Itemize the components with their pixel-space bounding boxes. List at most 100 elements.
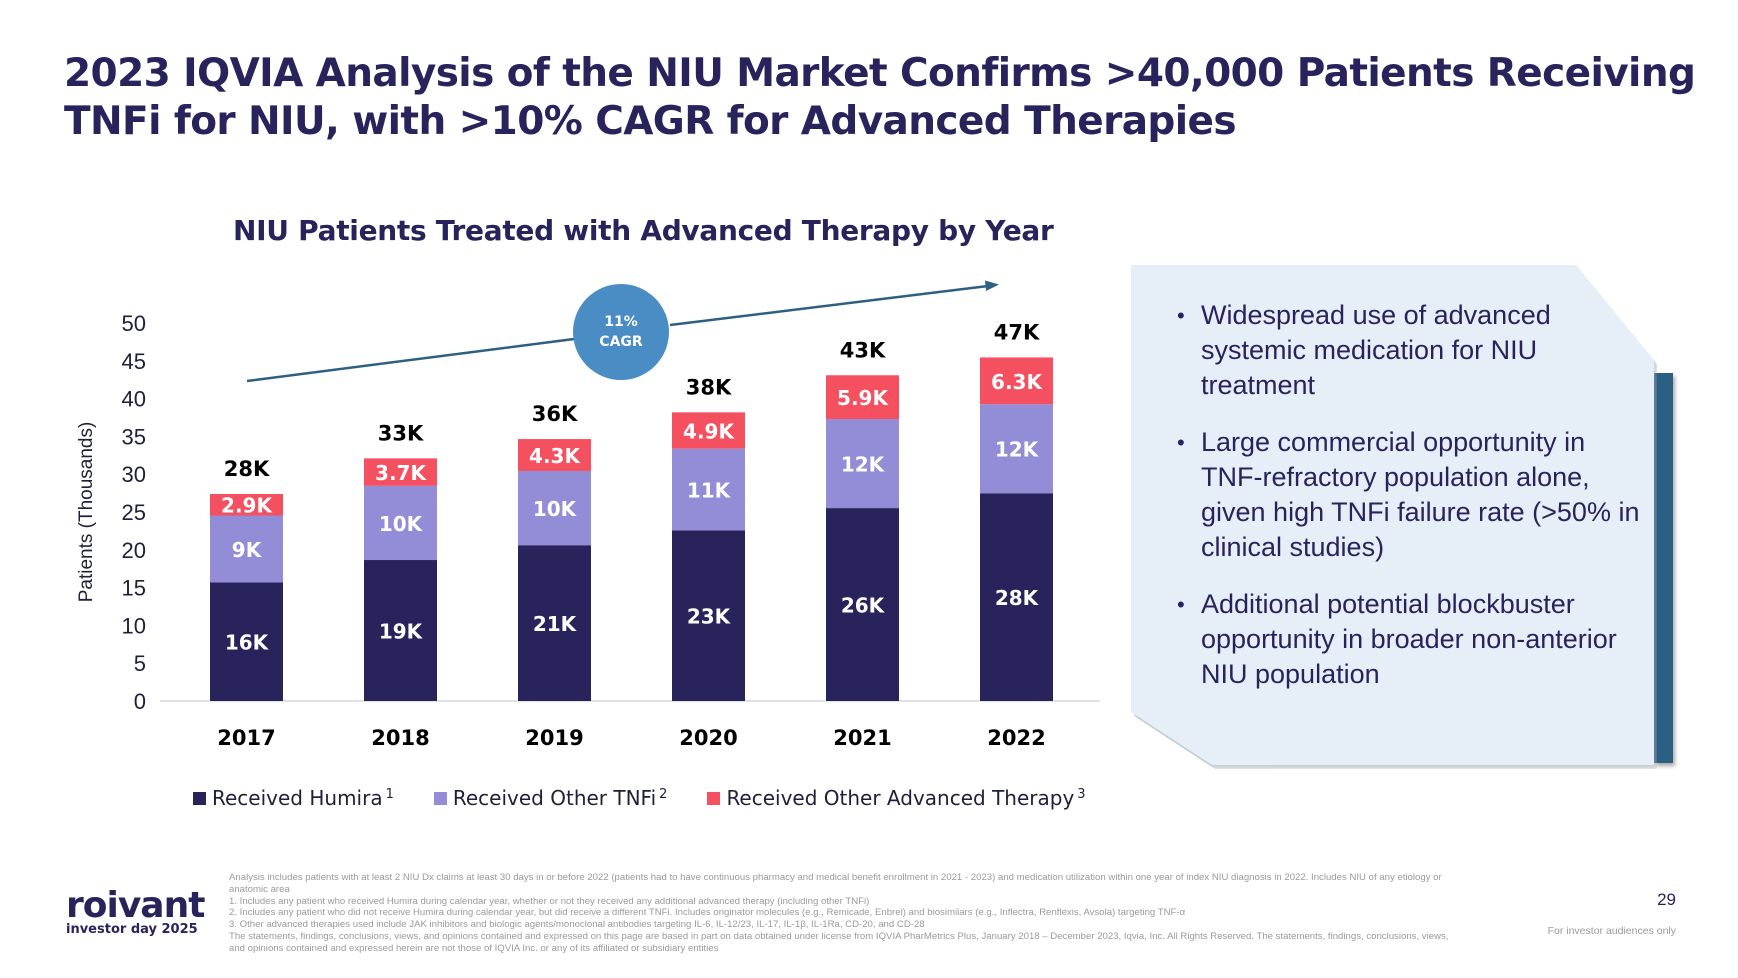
bar-segment-label: 19K bbox=[379, 620, 424, 644]
bar-segment-other-tnfi bbox=[518, 470, 591, 546]
bullet-item: • Additional potential blockbuster opport… bbox=[1177, 587, 1647, 692]
legend-footnote-1: 1 bbox=[385, 786, 394, 802]
bar-segment-label: 6.3K bbox=[991, 370, 1043, 394]
y-tick-label: 50 bbox=[122, 311, 146, 336]
y-axis: 0 5 10 15 20 25 30 35 40 45 50 bbox=[122, 311, 146, 714]
y-tick-label: 35 bbox=[122, 424, 146, 449]
footnote-1: 1. Includes any patient who received Hum… bbox=[229, 895, 870, 907]
y-tick-label: 30 bbox=[122, 462, 146, 487]
cagr-trend: 11% CAGR bbox=[246, 280, 999, 383]
bar-segment-label: 4.3K bbox=[529, 444, 581, 468]
cagr-label: CAGR bbox=[599, 334, 643, 350]
logo-wordmark: roivant bbox=[66, 885, 205, 926]
x-tick-label: 2017 bbox=[217, 726, 275, 750]
bar-segment-label: 2.9K bbox=[221, 494, 273, 518]
y-tick-label: 10 bbox=[122, 613, 146, 638]
x-tick-label: 2019 bbox=[525, 726, 583, 750]
bar-segment-humira bbox=[826, 508, 899, 701]
y-tick-label: 25 bbox=[122, 500, 146, 525]
bar-segment-other-advanced bbox=[826, 375, 899, 420]
bullet-text: Additional potential blockbuster opportu… bbox=[1201, 589, 1617, 689]
bar-total-label: 43K bbox=[840, 338, 886, 362]
bar-segment-label: 16K bbox=[225, 631, 270, 655]
bullet-text: Widespread use of advanced systemic medi… bbox=[1201, 300, 1551, 400]
page-number: 29 bbox=[1657, 890, 1676, 909]
y-tick-label: 0 bbox=[134, 689, 146, 714]
bar-segment-other-tnfi bbox=[826, 419, 899, 509]
bar-segment-humira bbox=[672, 530, 745, 701]
cagr-value: 11% bbox=[604, 314, 638, 330]
y-axis-label: Patients (Thousands) bbox=[76, 422, 97, 603]
panel-card: • Widespread use of advanced systemic med… bbox=[1131, 265, 1654, 765]
trend-arrowhead bbox=[985, 280, 999, 291]
bar-segment-humira bbox=[364, 560, 437, 701]
bar-segment-other-advanced bbox=[980, 357, 1053, 405]
bar-segment-label: 12K bbox=[995, 438, 1040, 462]
y-tick-label: 20 bbox=[122, 538, 146, 563]
bullet-icon: • bbox=[1177, 303, 1185, 328]
logo-event-name: investor day 2025 bbox=[66, 922, 198, 937]
panel-accent-bar bbox=[1654, 373, 1673, 763]
legend-swatch-humira bbox=[193, 791, 206, 805]
bar-segment-humira bbox=[518, 545, 591, 701]
bar-segment-label: 10K bbox=[379, 512, 424, 536]
x-tick-label: 2020 bbox=[679, 726, 737, 750]
bullet-icon: • bbox=[1177, 592, 1185, 617]
bar-segment-other-advanced bbox=[364, 458, 437, 486]
bars: 16K 9K 2.9K 28K 2017 19K 10K 3.7K 33K 2018 21K 10K 4… bbox=[210, 320, 1053, 750]
bar-segment-label: 21K bbox=[533, 612, 578, 636]
footnote-analysis: Analysis includes patients with at least… bbox=[229, 872, 1442, 895]
footnotes: Analysis includes patients with at least… bbox=[229, 872, 1449, 955]
bullet-icon: • bbox=[1177, 430, 1185, 455]
bar-segment-label: 5.9K bbox=[837, 386, 889, 410]
bullet-item: • Widespread use of advanced systemic med… bbox=[1177, 298, 1647, 403]
y-tick-label: 15 bbox=[122, 576, 146, 601]
audience-disclaimer: For investor audiences only bbox=[1547, 925, 1676, 937]
x-tick-label: 2018 bbox=[371, 726, 429, 750]
bar-total-label: 36K bbox=[532, 402, 578, 426]
bar-segment-other-tnfi bbox=[980, 404, 1053, 494]
bar-segment-label: 4.9K bbox=[683, 420, 735, 444]
cagr-circle bbox=[573, 284, 669, 380]
legend-label-humira: Received Humira bbox=[212, 786, 383, 810]
legend-swatch-other-advanced bbox=[707, 791, 721, 805]
legend-footnote-2: 2 bbox=[659, 786, 668, 802]
bullet-list: • Widespread use of advanced systemic med… bbox=[1177, 298, 1647, 714]
legend-footnote-3: 3 bbox=[1077, 786, 1086, 802]
footnote-2: 2. Includes any patient who did not rece… bbox=[229, 907, 1186, 919]
y-tick-label: 5 bbox=[134, 651, 146, 676]
legend-label-other-advanced: Received Other Advanced Therapy bbox=[726, 786, 1075, 810]
bar-total-label: 28K bbox=[224, 457, 270, 481]
bar-segment-other-tnfi bbox=[210, 515, 283, 583]
slide-title: 2023 IQVIA Analysis of the NIU Market Co… bbox=[64, 51, 1696, 144]
chart-legend: Received Humira 1 Received Other TNFi 2 Re… bbox=[193, 786, 1126, 810]
chart-title: NIU Patients Treated with Advanced Thera… bbox=[233, 214, 1054, 247]
legend-swatch-other-tnfi bbox=[433, 791, 447, 805]
bar-total-label: 47K bbox=[994, 320, 1040, 344]
bar-segment-other-tnfi bbox=[672, 448, 745, 531]
bar-segment-other-advanced bbox=[518, 439, 591, 471]
legend-item-other-tnfi: Received Other TNFi 2 bbox=[433, 786, 668, 810]
legend-label-other-tnfi: Received Other TNFi bbox=[452, 786, 657, 810]
key-takeaways-panel: • Widespread use of advanced systemic med… bbox=[1131, 265, 1676, 770]
bar-segment-label: 3.7K bbox=[375, 461, 427, 485]
bullet-item: • Large commercial opportunity in TNF-ref… bbox=[1177, 425, 1647, 565]
bar-segment-humira bbox=[980, 493, 1053, 701]
bar-segment-other-advanced bbox=[672, 412, 745, 449]
bullet-text: Large commercial opportunity in TNF-refr… bbox=[1201, 427, 1640, 562]
stacked-bar-chart: 0 5 10 15 20 25 30 35 40 45 50 Patients (Thousands… bbox=[76, 280, 1100, 750]
bar-segment-label: 10K bbox=[533, 497, 578, 521]
bar-segment-label: 28K bbox=[995, 586, 1040, 610]
legend-item-humira: Received Humira 1 bbox=[193, 786, 394, 810]
bar-segment-label: 23K bbox=[687, 605, 732, 629]
footnote-license: The statements, findings, conclusions, v… bbox=[229, 930, 1449, 954]
bar-segment-label: 11K bbox=[687, 479, 732, 503]
bar-segment-label: 9K bbox=[232, 538, 263, 562]
x-tick-label: 2021 bbox=[833, 726, 891, 750]
y-tick-label: 40 bbox=[122, 387, 146, 412]
bar-total-label: 33K bbox=[378, 421, 424, 445]
trend-line-left bbox=[246, 337, 575, 383]
bar-segment-other-advanced bbox=[210, 493, 283, 516]
bar-total-label: 38K bbox=[686, 375, 732, 399]
x-tick-label: 2022 bbox=[987, 726, 1045, 750]
